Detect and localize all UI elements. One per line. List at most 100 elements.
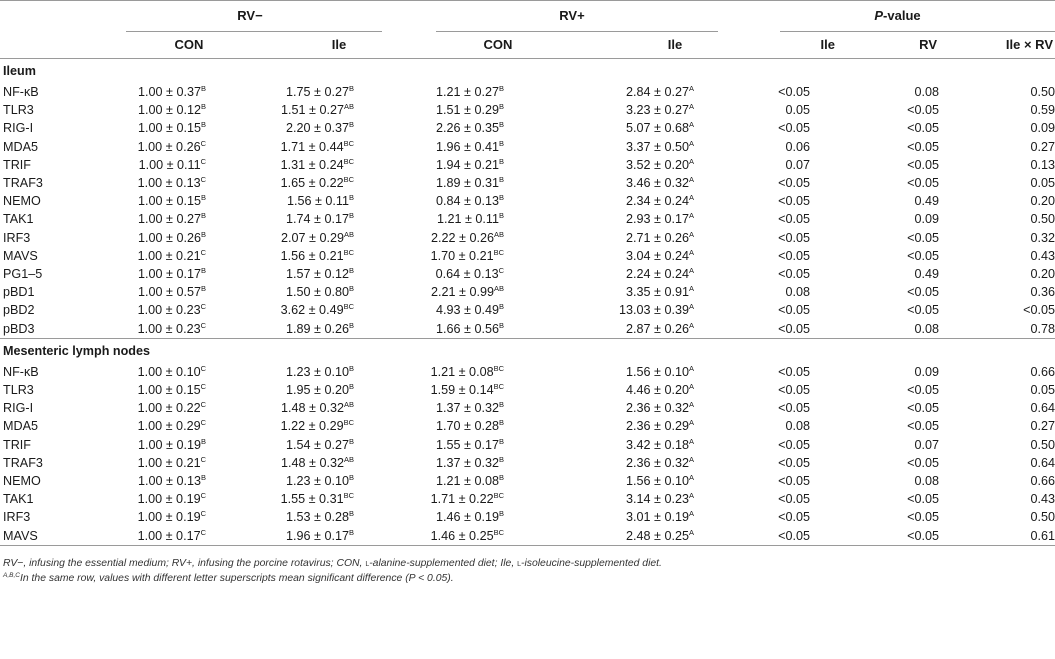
mean-sem-value: 1.00 ± 0.22 bbox=[137, 401, 201, 416]
value-cell: 1.89 ± 0.26B bbox=[242, 319, 404, 339]
significance-letter: A bbox=[688, 175, 694, 185]
value-cell: 1.51 ± 0.29B bbox=[404, 101, 572, 119]
col-header-p-interaction: Ile × RV bbox=[1005, 37, 1053, 52]
significance-letter: AB bbox=[493, 229, 504, 239]
significance-letter: C bbox=[200, 509, 206, 519]
p-value: 0.08 bbox=[914, 85, 939, 99]
mean-sem-value: 1.00 ± 0.15 bbox=[137, 383, 201, 398]
row-label: NEMO bbox=[3, 194, 41, 209]
p-value: 0.05 bbox=[1030, 383, 1055, 398]
p-value-cell: <0.05 bbox=[740, 508, 855, 526]
col-header-con-rv-plus: CON bbox=[483, 37, 513, 52]
p-value: <0.05 bbox=[907, 248, 939, 263]
row-label: TAK1 bbox=[3, 212, 34, 227]
significance-letter: B bbox=[200, 120, 206, 130]
value-cell: 2.22 ± 0.26AB bbox=[404, 229, 572, 247]
row-label: TAK1 bbox=[3, 492, 34, 507]
value-cell: 3.42 ± 0.18A bbox=[572, 436, 740, 454]
significance-letter: A bbox=[688, 454, 694, 464]
significance-letter: BC bbox=[493, 491, 504, 501]
mean-sem-value: 1.37 ± 0.32 bbox=[436, 455, 499, 470]
significance-letter: B bbox=[348, 436, 354, 446]
value-cell: 1.55 ± 0.31BC bbox=[242, 490, 404, 508]
p-value-cell: <0.05 bbox=[855, 381, 945, 399]
mean-sem-value: 1.66 ± 0.56 bbox=[436, 321, 499, 336]
mean-sem-value: 2.71 ± 0.26 bbox=[626, 230, 689, 245]
mean-sem-value: 0.84 ± 0.13 bbox=[436, 194, 499, 209]
p-value: 0.36 bbox=[1030, 285, 1055, 300]
p-value-cell: 0.05 bbox=[945, 174, 1055, 192]
significance-letter: B bbox=[498, 473, 504, 483]
significance-letter: B bbox=[498, 400, 504, 410]
section-header: Ileum bbox=[0, 59, 1055, 84]
mean-sem-value: 2.07 ± 0.29 bbox=[281, 230, 344, 245]
value-cell: 1.46 ± 0.25BC bbox=[404, 526, 572, 546]
mean-sem-value: 1.00 ± 0.57 bbox=[138, 285, 201, 300]
section-title: Ileum bbox=[3, 64, 36, 78]
p-value: <0.05 bbox=[778, 474, 810, 489]
p-value: <0.05 bbox=[778, 492, 810, 507]
mean-sem-value: 2.36 ± 0.32 bbox=[626, 401, 689, 416]
mean-sem-value: 1.00 ± 0.13 bbox=[138, 474, 201, 489]
significance-letter: A bbox=[688, 247, 694, 257]
value-cell: 1.31 ± 0.24BC bbox=[242, 156, 404, 174]
value-cell: 1.00 ± 0.27B bbox=[96, 210, 242, 228]
value-cell: 13.03 ± 0.39A bbox=[572, 301, 740, 319]
value-cell: 2.36 ± 0.32A bbox=[572, 454, 740, 472]
value-cell: 2.71 ± 0.26A bbox=[572, 229, 740, 247]
significance-letter: B bbox=[200, 229, 206, 239]
value-cell: 1.00 ± 0.57B bbox=[96, 283, 242, 301]
p-value-cell: 0.08 bbox=[855, 83, 945, 101]
significance-letter: BC bbox=[343, 175, 354, 185]
p-value: 0.66 bbox=[1030, 474, 1055, 489]
p-value: <0.05 bbox=[907, 121, 939, 136]
value-cell: 1.71 ± 0.44BC bbox=[242, 138, 404, 156]
p-value: 0.61 bbox=[1030, 528, 1055, 543]
significance-letter: AB bbox=[343, 102, 354, 112]
significance-letter: BC bbox=[343, 418, 354, 428]
table-row: TRAF3 1.00 ± 0.13C 1.65 ± 0.22BC 1.89 ± 0.3… bbox=[0, 174, 1055, 192]
value-cell: 1.00 ± 0.15C bbox=[96, 381, 242, 399]
table-row: MDA5 1.00 ± 0.26C 1.71 ± 0.44BC 1.96 ± 0.41… bbox=[0, 138, 1055, 156]
value-cell: 1.75 ± 0.27B bbox=[242, 83, 404, 101]
significance-letter: B bbox=[348, 266, 354, 276]
p-value: 0.49 bbox=[914, 267, 939, 282]
mean-sem-value: 1.65 ± 0.22 bbox=[280, 176, 344, 191]
significance-letter: C bbox=[200, 302, 206, 312]
mean-sem-value: 1.89 ± 0.31 bbox=[436, 176, 499, 191]
p-value-cell: 0.20 bbox=[945, 192, 1055, 210]
p-value: <0.05 bbox=[907, 285, 939, 300]
significance-letter: C bbox=[200, 454, 206, 464]
significance-letter: BC bbox=[493, 382, 504, 392]
value-cell: 3.35 ± 0.91A bbox=[572, 283, 740, 301]
p-value-cell: 0.05 bbox=[740, 101, 855, 119]
table-row: MDA5 1.00 ± 0.29C 1.22 ± 0.29BC 1.70 ± 0.28… bbox=[0, 417, 1055, 435]
significance-letter: B bbox=[200, 102, 206, 112]
col-header-ile-rv-plus: Ile bbox=[667, 37, 683, 52]
significance-letter: B bbox=[498, 436, 504, 446]
significance-letter: A bbox=[688, 102, 694, 112]
p-value: <0.05 bbox=[907, 230, 939, 245]
mean-sem-value: 1.00 ± 0.26 bbox=[137, 139, 201, 154]
mean-sem-value: 1.51 ± 0.29 bbox=[436, 103, 499, 118]
significance-letter: A bbox=[688, 491, 694, 501]
mean-sem-value: 2.26 ± 0.35 bbox=[436, 121, 499, 136]
results-table: RV− RV+ P-value CON Ile CON Il bbox=[0, 0, 1055, 546]
table-row: RIG-I 1.00 ± 0.22C 1.48 ± 0.32AB 1.37 ± 0.3… bbox=[0, 399, 1055, 417]
p-value: 0.09 bbox=[914, 364, 939, 379]
p-value: 0.66 bbox=[1030, 364, 1055, 379]
significance-letter: B bbox=[348, 211, 354, 221]
p-value-cell: <0.05 bbox=[740, 436, 855, 454]
row-label: RIG-I bbox=[3, 121, 34, 136]
mean-sem-value: 1.21 ± 0.08 bbox=[436, 474, 499, 489]
table-row: NF-κB 1.00 ± 0.37B 1.75 ± 0.27B 1.21 ± 0.27… bbox=[0, 83, 1055, 101]
p-value: <0.05 bbox=[907, 492, 939, 507]
p-value: 0.20 bbox=[1030, 194, 1055, 209]
p-value: <0.05 bbox=[907, 510, 939, 525]
value-cell: 1.21 ± 0.27B bbox=[404, 83, 572, 101]
p-value-cell: <0.05 bbox=[740, 265, 855, 283]
mean-sem-value: 1.54 ± 0.27 bbox=[286, 437, 349, 452]
p-value-cell: 0.08 bbox=[740, 417, 855, 435]
significance-letter: A bbox=[688, 509, 694, 519]
value-cell: 2.21 ± 0.99AB bbox=[404, 283, 572, 301]
